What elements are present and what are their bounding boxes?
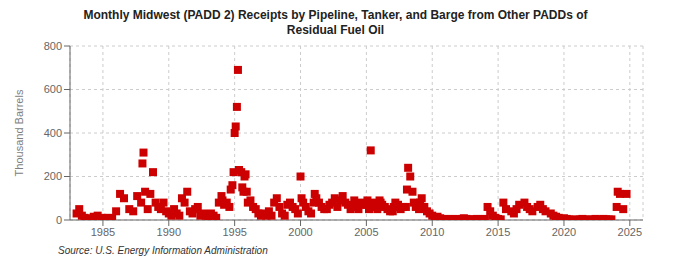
svg-text:1990: 1990 (157, 226, 181, 238)
svg-text:2020: 2020 (552, 226, 576, 238)
html-text:Monthly Midwest (PADD 2) Recei: Monthly Midwest (PADD 2) Receipts by Pip… (83, 8, 588, 22)
svg-text:2015: 2015 (486, 226, 510, 238)
svg-text:1995: 1995 (222, 226, 246, 238)
svg-text:400: 400 (44, 127, 62, 139)
svg-text:0: 0 (56, 214, 62, 226)
svg-text:2000: 2000 (288, 226, 312, 238)
svg-text:2025: 2025 (618, 226, 642, 238)
svg-text:Thousand Barrels: Thousand Barrels (13, 89, 25, 176)
svg-text:1985: 1985 (91, 226, 115, 238)
svg-text:2005: 2005 (354, 226, 378, 238)
svg-text:200: 200 (44, 170, 62, 182)
svg-text:600: 600 (44, 83, 62, 95)
svg-text:800: 800 (44, 40, 62, 52)
html-text:Source: U.S. Energy Informatio: Source: U.S. Energy Information Administ… (58, 245, 268, 256)
svg-text:2010: 2010 (420, 226, 444, 238)
html-text:Residual Fuel Oil: Residual Fuel Oil (286, 23, 385, 37)
